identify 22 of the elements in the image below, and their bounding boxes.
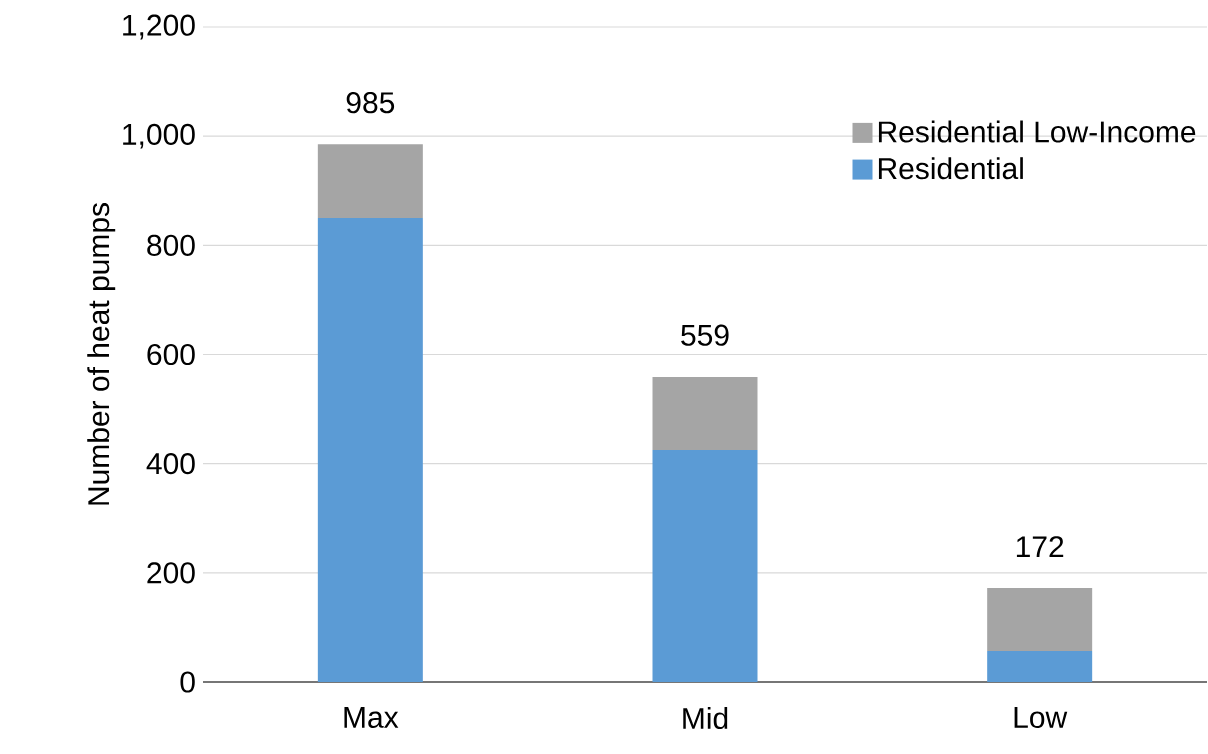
total-label: 985 xyxy=(346,92,395,114)
y-axis-title: Number of heat pumps xyxy=(87,203,116,505)
x-tick-label: Mid xyxy=(683,707,728,730)
y-tick-label: 600 xyxy=(147,343,195,366)
bar xyxy=(652,450,758,682)
total-label: 559 xyxy=(681,324,729,346)
y-tick-label: 400 xyxy=(146,453,195,475)
total-label: 172 xyxy=(1016,536,1064,558)
bar xyxy=(317,144,423,219)
x-tick-label: Low xyxy=(1014,707,1068,728)
y-tick-label: 800 xyxy=(147,234,195,256)
bar xyxy=(652,376,758,451)
bar xyxy=(987,650,1093,682)
bar xyxy=(987,588,1093,651)
y-tick-label: 1,200 xyxy=(123,14,195,40)
legend-label: Residential xyxy=(878,157,1023,180)
bar xyxy=(317,218,423,682)
x-tick-label: Max xyxy=(344,707,399,728)
y-tick-label: 200 xyxy=(147,562,195,584)
legend-label: Residential Low-Income xyxy=(878,120,1196,143)
y-tick-label: 1,000 xyxy=(123,123,195,149)
y-tick-label: 0 xyxy=(180,671,195,693)
